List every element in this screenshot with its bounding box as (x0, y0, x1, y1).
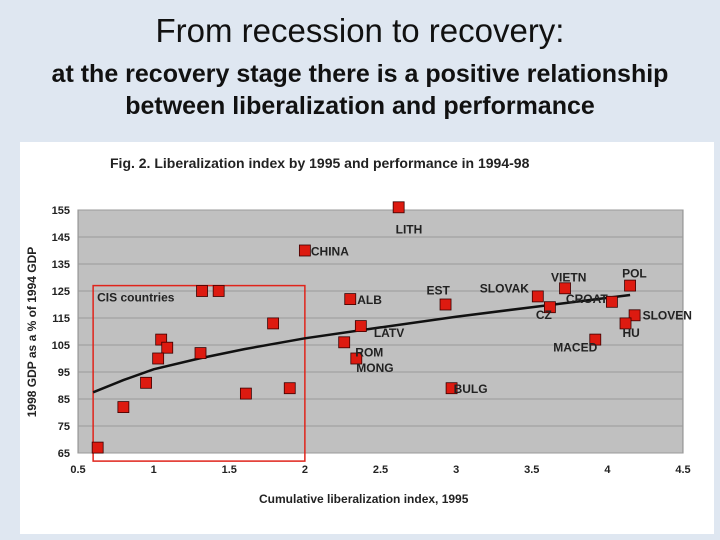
point-label: BULG (454, 382, 488, 396)
plot-area (77, 209, 684, 454)
data-point (559, 282, 571, 295)
data-point (392, 201, 405, 214)
extra-label: MONG (356, 361, 393, 375)
point-label: CROAT (566, 292, 608, 306)
slide-subtitle: at the recovery stage there is a positiv… (0, 58, 720, 122)
x-tick-label: 4.5 (675, 464, 690, 476)
data-point (161, 341, 174, 354)
data-point (298, 244, 311, 257)
y-tick-label: 75 (58, 421, 70, 433)
data-point (589, 333, 602, 346)
data-points (91, 201, 641, 454)
point-label: EST (427, 284, 451, 298)
data-point (338, 336, 351, 349)
gridlines (78, 209, 683, 454)
data-point (439, 298, 452, 311)
data-point (283, 382, 296, 395)
point-label: SLOVAK (480, 281, 529, 295)
x-tick-label: 1 (151, 464, 157, 476)
data-point (445, 382, 458, 395)
point-label: ROM (355, 346, 383, 360)
data-point (196, 285, 208, 297)
x-axis-title: Cumulative liberalization index, 1995 (259, 492, 469, 506)
data-point (619, 317, 632, 330)
x-tick-label: 2 (302, 464, 308, 476)
cis-group-label: CIS countries (97, 291, 175, 305)
data-point (91, 441, 104, 454)
scatter-chart: Fig. 2. Liberalization index by 1995 and… (25, 155, 692, 506)
x-tick-label: 3.5 (524, 464, 539, 476)
data-point (155, 333, 168, 346)
data-point (606, 295, 618, 308)
y-tick-label: 125 (52, 286, 70, 298)
point-label: POL (622, 267, 647, 281)
data-point (212, 285, 225, 297)
point-label: LITH (396, 222, 423, 236)
x-tick-labels: 0.5 1 1.5 2 2.5 3 3.5 4 4.5 (70, 464, 690, 476)
point-label: VIETN (551, 270, 586, 284)
x-tick-label: 3 (453, 464, 459, 476)
chart-frame: Fig. 2. Liberalization index by 1995 and… (20, 142, 714, 534)
point-label: SLOVEN (643, 308, 692, 322)
x-tick-label: 2.5 (373, 464, 388, 476)
data-point (152, 352, 165, 365)
point-label: LATV (374, 326, 404, 340)
point-label: ALB (357, 293, 382, 307)
y-tick-label: 85 (58, 394, 70, 406)
extra-label: HU (623, 326, 640, 340)
data-point (628, 309, 641, 322)
y-tick-label: 65 (58, 448, 70, 460)
data-point (624, 279, 636, 292)
subtitle-line-1: at the recovery stage there is a positiv… (51, 60, 669, 88)
point-label: MACED (553, 341, 597, 355)
point-labels: LITH CHINA ALB EST SLOVAK VIETN POL CZ CROAT SLOV… (311, 222, 692, 396)
x-tick-label: 0.5 (70, 464, 85, 476)
subtitle-line-2: between liberalization and performance (125, 92, 595, 120)
data-point (267, 317, 280, 330)
data-point (344, 293, 357, 306)
y-tick-label: 105 (52, 340, 70, 352)
x-tick-label: 4 (604, 464, 611, 476)
chart-title: Fig. 2. Liberalization index by 1995 and… (110, 155, 530, 171)
y-tick-labels: 65 75 85 95 105 115 125 135 145 155 (52, 205, 70, 460)
y-tick-label: 115 (52, 313, 70, 325)
data-point (531, 290, 544, 303)
data-point (350, 352, 363, 365)
y-axis-title: 1998 GDP as a % of 1994 GDP (25, 247, 39, 418)
x-tick-label: 1.5 (222, 464, 237, 476)
data-point (354, 320, 367, 333)
y-tick-label: 145 (52, 232, 70, 244)
data-point (239, 387, 252, 400)
slide-title: From recession to recovery: (155, 12, 565, 49)
trend-line (92, 293, 631, 394)
y-tick-label: 135 (52, 259, 70, 271)
point-label: CZ (536, 308, 552, 322)
point-label: CHINA (311, 245, 349, 259)
data-point (140, 376, 152, 389)
data-point (544, 301, 556, 314)
y-tick-label: 95 (58, 367, 70, 379)
y-tick-label: 155 (52, 205, 70, 217)
data-point (117, 401, 130, 414)
data-point (194, 347, 207, 360)
